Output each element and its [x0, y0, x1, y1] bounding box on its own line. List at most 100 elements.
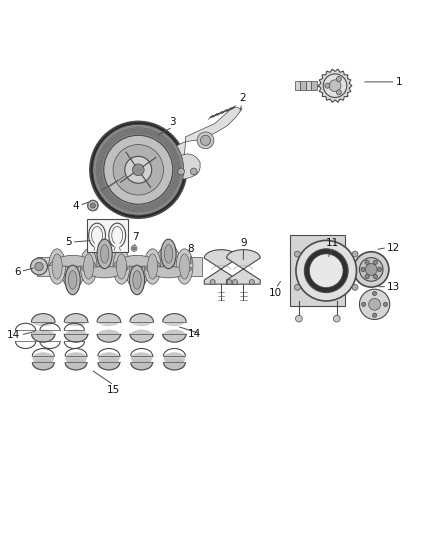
Ellipse shape	[130, 313, 153, 326]
Circle shape	[309, 254, 343, 287]
Ellipse shape	[130, 329, 153, 342]
Bar	[87, 219, 128, 252]
Circle shape	[372, 313, 377, 317]
Circle shape	[197, 132, 214, 149]
Circle shape	[113, 144, 163, 195]
Ellipse shape	[131, 352, 152, 364]
Circle shape	[333, 316, 340, 322]
Ellipse shape	[162, 329, 186, 342]
Polygon shape	[77, 256, 85, 290]
Bar	[306, 82, 311, 90]
Bar	[300, 82, 306, 90]
Circle shape	[35, 262, 43, 271]
Ellipse shape	[98, 352, 120, 364]
Ellipse shape	[180, 254, 190, 279]
Text: 11: 11	[326, 238, 339, 247]
Ellipse shape	[49, 249, 66, 284]
Circle shape	[191, 168, 197, 175]
Ellipse shape	[65, 265, 80, 295]
Polygon shape	[172, 154, 200, 179]
Ellipse shape	[113, 249, 130, 284]
Circle shape	[88, 200, 98, 211]
Circle shape	[233, 279, 237, 285]
Circle shape	[360, 257, 383, 281]
Text: 12: 12	[387, 243, 400, 253]
Ellipse shape	[97, 329, 120, 342]
Circle shape	[336, 90, 341, 95]
Ellipse shape	[97, 239, 112, 269]
Circle shape	[352, 251, 358, 257]
Circle shape	[90, 122, 187, 218]
Ellipse shape	[52, 254, 62, 279]
Bar	[295, 82, 300, 90]
Polygon shape	[173, 244, 180, 277]
Polygon shape	[113, 255, 161, 266]
Circle shape	[132, 164, 144, 176]
Text: 14: 14	[187, 329, 201, 339]
Circle shape	[378, 268, 381, 271]
Ellipse shape	[32, 352, 54, 364]
Circle shape	[90, 203, 95, 208]
Circle shape	[294, 285, 300, 290]
Circle shape	[210, 279, 215, 285]
Circle shape	[93, 124, 184, 215]
Circle shape	[227, 279, 232, 285]
Polygon shape	[37, 257, 202, 276]
Ellipse shape	[133, 271, 141, 289]
Ellipse shape	[163, 359, 185, 370]
Circle shape	[365, 274, 369, 279]
Circle shape	[369, 298, 381, 310]
Polygon shape	[204, 249, 238, 284]
Polygon shape	[141, 256, 148, 290]
Ellipse shape	[97, 313, 120, 326]
Ellipse shape	[148, 254, 158, 279]
Circle shape	[325, 83, 330, 88]
Circle shape	[323, 74, 347, 98]
Polygon shape	[49, 255, 96, 266]
Ellipse shape	[65, 359, 87, 370]
Circle shape	[362, 302, 366, 306]
Ellipse shape	[100, 245, 109, 263]
Ellipse shape	[131, 359, 152, 370]
Text: 13: 13	[387, 281, 400, 292]
Circle shape	[249, 279, 254, 285]
Polygon shape	[290, 235, 345, 306]
Polygon shape	[145, 266, 192, 278]
Circle shape	[373, 274, 378, 279]
Polygon shape	[318, 69, 352, 102]
Circle shape	[372, 292, 377, 295]
Circle shape	[373, 260, 378, 264]
Circle shape	[125, 156, 152, 183]
Ellipse shape	[176, 249, 193, 284]
Circle shape	[296, 240, 357, 301]
Ellipse shape	[80, 249, 97, 284]
Text: 5: 5	[65, 237, 72, 247]
Ellipse shape	[32, 359, 54, 370]
Ellipse shape	[65, 352, 87, 364]
Polygon shape	[226, 249, 260, 284]
Bar	[311, 82, 317, 90]
Text: 6: 6	[14, 266, 21, 277]
Text: 9: 9	[240, 238, 247, 247]
Circle shape	[383, 302, 388, 306]
Text: 15: 15	[107, 385, 120, 395]
Circle shape	[131, 246, 137, 252]
Circle shape	[360, 289, 390, 319]
Text: 2: 2	[239, 93, 245, 103]
Ellipse shape	[144, 249, 161, 284]
Ellipse shape	[64, 313, 88, 326]
Ellipse shape	[32, 313, 55, 326]
Polygon shape	[61, 256, 68, 290]
Ellipse shape	[162, 313, 186, 326]
Polygon shape	[157, 244, 164, 277]
Circle shape	[104, 135, 173, 204]
Ellipse shape	[98, 359, 120, 370]
Circle shape	[365, 263, 377, 276]
Ellipse shape	[164, 245, 173, 263]
Ellipse shape	[117, 254, 127, 279]
Circle shape	[353, 252, 389, 287]
Circle shape	[31, 258, 47, 275]
Circle shape	[361, 268, 365, 271]
Polygon shape	[171, 107, 242, 162]
Text: 14: 14	[7, 330, 21, 340]
